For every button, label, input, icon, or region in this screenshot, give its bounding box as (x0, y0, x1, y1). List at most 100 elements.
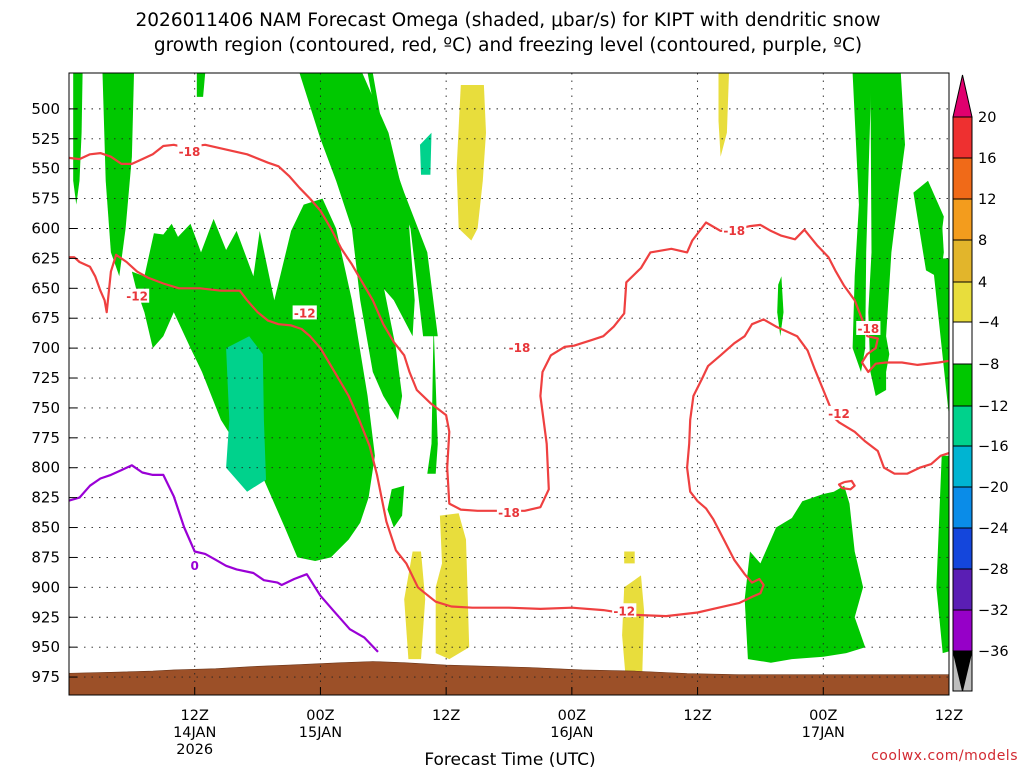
chart-title-line-2: growth region (contoured, red, ºC) and f… (154, 35, 862, 56)
omega-region (913, 180, 944, 277)
colorbar-segment (952, 527, 973, 570)
colorbar-segment (952, 116, 973, 159)
contour-label-background (292, 305, 317, 320)
omega-region (932, 258, 949, 417)
x-tick-label: 00Z (306, 708, 334, 724)
y-tick-label: 825 (31, 489, 60, 507)
contour-label: -18 (857, 322, 879, 336)
colorbar-segment (952, 157, 973, 200)
omega-region (777, 276, 784, 337)
x-tick-date: 17JAN (802, 725, 845, 741)
contour-label-background (507, 340, 532, 355)
omega-region (435, 513, 470, 660)
y-tick-label: 625 (31, 249, 60, 267)
colorbar-bottom-arrow (952, 650, 973, 692)
freezing-level-contour (69, 464, 379, 653)
contour-label: -18 (723, 224, 745, 238)
omega-region (718, 73, 729, 157)
colorbar-label: −32 (978, 603, 1009, 619)
contour-label: -18 (509, 341, 531, 355)
x-tick-label: 12Z (935, 708, 963, 724)
colorbar-label: −28 (978, 562, 1009, 578)
colorbar-label: −16 (978, 439, 1009, 455)
omega-region (387, 485, 405, 528)
omega-region (456, 85, 486, 241)
colorbar-segment (952, 445, 973, 488)
y-tick-label: 950 (31, 638, 60, 656)
omega-region (868, 73, 905, 396)
x-tick-label: 12Z (432, 708, 460, 724)
plot-frame (68, 72, 950, 696)
omega-region (102, 73, 134, 277)
contour-label: -18 (179, 145, 201, 159)
colorbar-label: −24 (978, 521, 1009, 537)
y-tick-label: 975 (31, 668, 60, 686)
y-axis: 500 525 550 575 600 625 650 675 700 725 750 775 800 8… (31, 100, 77, 686)
contour-label-background (177, 143, 202, 158)
x-tick-label: 00Z (558, 708, 586, 724)
y-tick-label: 650 (31, 279, 60, 297)
colorbar-label: −8 (978, 357, 999, 373)
y-tick-label: 750 (31, 399, 60, 417)
omega-region (936, 455, 949, 654)
freezing-level-contour (989, 671, 1004, 687)
y-tick-label: 600 (31, 220, 60, 238)
y-tick-label: 775 (31, 429, 60, 447)
contour-label-background (612, 603, 637, 618)
colorbar-top-arrow (952, 74, 973, 118)
chart-title-line-1: 2026011406 NAM Forecast Omega (shaded, μ… (136, 10, 881, 31)
contour-labels: -18 -12 -12 -18 -18 -12 -18 -18 -12 0 (124, 143, 881, 618)
grid-lines (69, 73, 949, 695)
colorbar-segment (952, 405, 973, 447)
plot-area (69, 73, 1004, 695)
y-tick-label: 675 (31, 309, 60, 327)
omega-region (622, 575, 645, 686)
colorbar-segment (952, 321, 973, 365)
contour-label-background (124, 288, 150, 303)
y-tick-label: 925 (31, 608, 60, 626)
contour-label: -18 (498, 506, 520, 520)
omega-region (404, 551, 426, 660)
colorbar-label: −12 (978, 399, 1009, 415)
contour-label-background (496, 505, 522, 520)
y-tick-label: 550 (31, 160, 60, 178)
dgz-contour (837, 479, 856, 491)
y-tick-label: 850 (31, 519, 60, 537)
colorbar-segment (952, 363, 973, 407)
contour-label: 0 (191, 559, 199, 573)
colorbar: 20 16 12 8 4 −4 −8 −12 −16 −20 −24 −28 −32 −36 (952, 74, 1009, 692)
colorbar-label: 20 (978, 110, 996, 126)
colorbar-segment (952, 568, 973, 611)
x-tick-date: 16JAN (550, 725, 593, 741)
omega-region (624, 551, 635, 564)
colorbar-label: −36 (978, 644, 1009, 660)
colorbar-label: −20 (978, 480, 1009, 496)
colorbar-segment (952, 609, 973, 652)
y-tick-label: 800 (31, 459, 60, 477)
omega-region (937, 216, 944, 277)
omega-region (427, 324, 438, 474)
x-tick-date: 14JAN (173, 725, 216, 741)
y-tick-label: 725 (31, 369, 60, 387)
contour-label-background (826, 405, 852, 420)
x-tick-date: 15JAN (299, 725, 342, 741)
colorbar-segment (952, 486, 973, 529)
contour-label-background (856, 320, 881, 335)
colorbar-label: −4 (978, 315, 999, 331)
credit-text: coolwx.com/models (871, 748, 1018, 764)
contour-label: -12 (294, 306, 316, 320)
colorbar-label: 16 (978, 151, 996, 167)
omega-region (196, 73, 206, 97)
x-tick-year: 2026 (176, 742, 213, 758)
y-tick-label: 875 (31, 548, 60, 566)
colorbar-segment (952, 281, 973, 323)
contour-label: -12 (126, 290, 148, 304)
omega-region (744, 485, 866, 663)
y-tick-label: 500 (31, 100, 60, 118)
y-tick-label: 900 (31, 578, 60, 596)
terrain (69, 661, 949, 695)
x-tick-label: 12Z (181, 708, 209, 724)
y-tick-label: 575 (31, 190, 60, 208)
